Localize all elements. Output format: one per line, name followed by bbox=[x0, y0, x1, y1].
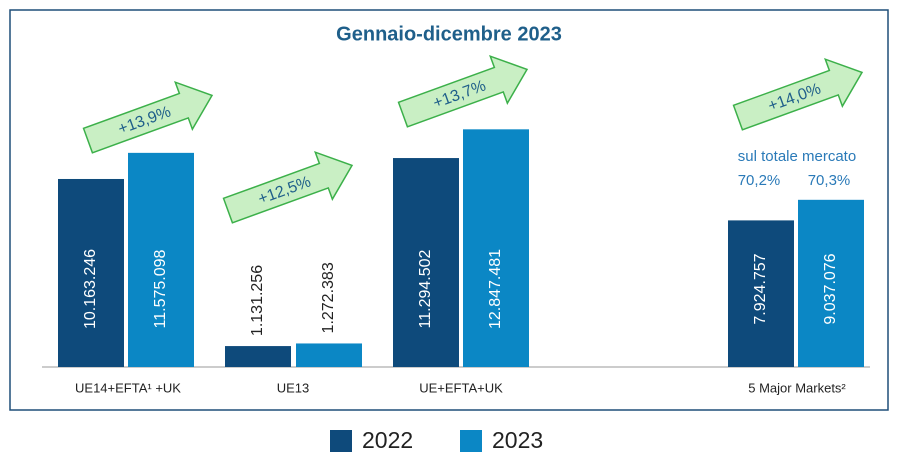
bar bbox=[393, 158, 459, 367]
value-label: 10.163.246 bbox=[82, 249, 99, 329]
arrow-shape bbox=[222, 150, 354, 224]
value-label: 12.847.481 bbox=[487, 249, 504, 329]
x-tick-label: 5 Major Markets² bbox=[748, 380, 846, 395]
share-label: 70,3% bbox=[808, 172, 851, 189]
value-label: 11.294.502 bbox=[417, 249, 434, 328]
value-label: 11.575.098 bbox=[152, 249, 169, 328]
legend-label: 2022 bbox=[362, 427, 413, 453]
share-label: 70,2% bbox=[738, 172, 781, 189]
bar bbox=[296, 343, 362, 367]
bar bbox=[463, 129, 529, 367]
value-label: 1.272.383 bbox=[320, 262, 337, 333]
bar bbox=[728, 220, 794, 367]
chart-title: Gennaio-dicembre 2023 bbox=[336, 23, 562, 45]
annotation: sul totale mercato bbox=[738, 148, 856, 165]
bar bbox=[798, 199, 864, 367]
x-tick-label: UE+EFTA+UK bbox=[419, 380, 503, 395]
x-tick-label: UE13 bbox=[277, 380, 310, 395]
legend-label: 2023 bbox=[492, 427, 543, 453]
value-label: 7.924.757 bbox=[752, 253, 769, 324]
arrow-shape bbox=[397, 54, 529, 128]
x-tick-label: UE14+EFTA¹ +UK bbox=[75, 380, 181, 395]
value-label: 9.037.076 bbox=[822, 253, 839, 324]
legend-swatch bbox=[330, 430, 352, 452]
value-label: 1.131.256 bbox=[249, 265, 266, 336]
bar bbox=[58, 178, 124, 367]
legend-swatch bbox=[460, 430, 482, 452]
bar bbox=[225, 346, 291, 367]
arrow-shape bbox=[732, 57, 864, 131]
bar bbox=[128, 152, 194, 367]
arrow-shape bbox=[82, 80, 214, 154]
